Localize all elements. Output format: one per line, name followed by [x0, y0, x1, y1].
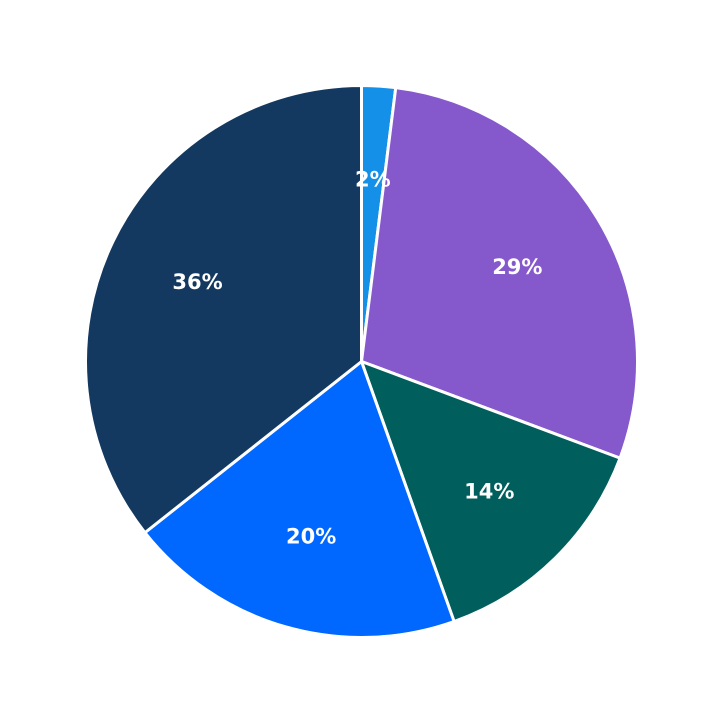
pie-slice-label-3: 14%: [464, 479, 514, 503]
pie-slice-4: [143, 360, 456, 639]
pie-slice-label-4: 20%: [286, 525, 336, 549]
pie-slice-label-2: 29%: [492, 255, 542, 279]
pie-slice-2: [360, 86, 639, 460]
pie-slices: [84, 83, 639, 639]
pie-labels: 2% 29% 14% 20% 36%: [172, 168, 542, 549]
pie-slice-label-5: 36%: [172, 270, 222, 294]
pie-slice-3: [360, 360, 622, 623]
pie-slice-label-1: 2%: [355, 168, 391, 192]
pie-slice-5: [84, 84, 363, 535]
